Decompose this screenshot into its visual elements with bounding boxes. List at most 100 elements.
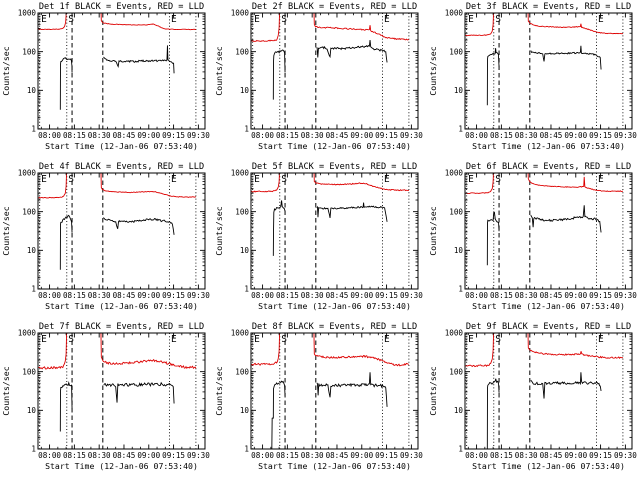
curves-group	[464, 333, 623, 449]
lld-curve	[37, 173, 196, 199]
y-tick-label: 1000	[18, 329, 37, 338]
y-axis-label: Counts/sec	[1, 366, 11, 415]
y-tick-label: 10	[454, 406, 464, 415]
x-tick-label: 09:30	[187, 131, 210, 140]
x-tick-label: 09:15	[589, 451, 612, 460]
x-tick-label: 08:00	[38, 451, 61, 460]
x-tick-label: 09:00	[137, 451, 160, 460]
curves-group	[464, 173, 623, 266]
x-tick-label: 09:30	[400, 291, 423, 300]
y-tick-label: 10	[240, 406, 250, 415]
lld-curve	[464, 333, 623, 368]
y-tick-label: 1	[458, 125, 463, 134]
events-curve	[273, 200, 286, 256]
plot-frame	[464, 332, 633, 450]
x-tick-label: 08:15	[490, 291, 513, 300]
marker-label: E	[384, 334, 390, 345]
x-tick-label: 08:00	[251, 131, 274, 140]
x-tick-label: 08:15	[63, 131, 86, 140]
panel-det-6f: 08:00 08:15 08:30 08:45 09:00 09:15 09:30 1 10 10…	[427, 160, 640, 320]
chart-svg-det-4f: 08:00 08:15 08:30 08:45 09:00 09:15 09:30 1 10 10…	[1, 162, 210, 311]
marker-label: E	[384, 174, 390, 185]
y-tick-label: 1	[31, 285, 36, 294]
curves-group	[251, 13, 410, 100]
lld-curve	[251, 13, 410, 43]
x-axis-label: Start Time (12-Jan-06 07:53:40)	[258, 301, 411, 311]
x-tick-label: 08:15	[490, 131, 513, 140]
curves-group	[37, 13, 197, 110]
x-tick-label: 08:00	[38, 291, 61, 300]
events-curve	[103, 45, 175, 74]
y-tick-label: 10	[27, 246, 37, 255]
x-tick-label: 09:15	[375, 131, 398, 140]
panel-title: Det 7f BLACK = Events, RED = LLD	[39, 322, 204, 332]
x-tick-label: 09:30	[400, 451, 423, 460]
x-tick-label: 09:15	[162, 131, 185, 140]
panel-det-9f: 08:00 08:15 08:30 08:45 09:00 09:15 09:30 1 10 10…	[427, 320, 640, 480]
x-tick-label: 08:45	[326, 291, 349, 300]
x-tick-label: 08:30	[88, 451, 111, 460]
y-tick-label: 100	[236, 367, 250, 376]
y-axis-label: Counts/sec	[1, 206, 11, 255]
events-curve	[530, 205, 602, 233]
marker-label: S	[282, 334, 288, 345]
marker-label: E	[171, 14, 177, 25]
x-tick-label: 08:30	[88, 131, 111, 140]
x-axis-label: Start Time (12-Jan-06 07:53:40)	[45, 461, 198, 471]
x-tick-label: 09:00	[564, 131, 587, 140]
y-tick-label: 100	[236, 47, 250, 56]
events-curve	[103, 217, 175, 235]
panel-title: Det 1f BLACK = Events, RED = LLD	[39, 2, 204, 12]
x-tick-label: 08:45	[539, 131, 562, 140]
x-tick-label: 08:15	[63, 291, 86, 300]
y-tick-label: 100	[449, 367, 463, 376]
y-tick-label: 100	[22, 47, 36, 56]
chart-svg-det-8f: 08:00 08:15 08:30 08:45 09:00 09:15 09:30 1 10 10…	[214, 322, 423, 471]
x-tick-label: 09:15	[375, 451, 398, 460]
x-tick-label: 08:15	[276, 291, 299, 300]
curves-group	[37, 333, 197, 432]
lld-curve	[464, 13, 623, 37]
lld-curve	[37, 333, 197, 370]
chart-svg-det-7f: 08:00 08:15 08:30 08:45 09:00 09:15 09:30 1 10 10…	[1, 322, 210, 471]
x-tick-label: 08:00	[465, 131, 488, 140]
y-tick-label: 10	[27, 86, 37, 95]
plot-frame	[37, 12, 206, 130]
x-tick-label: 08:30	[514, 451, 537, 460]
panel-det-4f: 08:00 08:15 08:30 08:45 09:00 09:15 09:30 1 10 10…	[0, 160, 213, 320]
events-curve	[486, 48, 500, 106]
lld-curve	[251, 173, 410, 193]
events-curve	[59, 214, 73, 270]
y-tick-label: 10	[240, 246, 250, 255]
panel-title: Det 3f BLACK = Events, RED = LLD	[466, 2, 631, 12]
x-tick-label: 09:00	[351, 291, 374, 300]
panel-title: Det 8f BLACK = Events, RED = LLD	[252, 322, 417, 332]
y-axis-label: Counts/sec	[428, 366, 438, 415]
lld-curve	[37, 13, 197, 31]
x-tick-label: 09:30	[400, 131, 423, 140]
marker-label: S	[68, 174, 74, 185]
x-tick-label: 09:15	[375, 291, 398, 300]
x-tick-label: 08:45	[539, 291, 562, 300]
x-tick-label: 09:00	[137, 291, 160, 300]
x-tick-label: 08:30	[301, 451, 324, 460]
x-tick-label: 09:15	[589, 131, 612, 140]
panel-det-7f: 08:00 08:15 08:30 08:45 09:00 09:15 09:30 1 10 10…	[0, 320, 213, 480]
marker-label: S	[68, 334, 74, 345]
x-tick-label: 08:15	[276, 451, 299, 460]
x-tick-label: 09:00	[351, 451, 374, 460]
y-tick-label: 100	[22, 207, 36, 216]
y-tick-label: 1000	[444, 169, 463, 178]
panel-det-2f: 08:00 08:15 08:30 08:45 09:00 09:15 09:30 1 10 10…	[213, 0, 426, 160]
chart-svg-det-1f: 08:00 08:15 08:30 08:45 09:00 09:15 09:30 1 10 10…	[1, 2, 210, 151]
y-tick-label: 1	[245, 445, 250, 454]
y-axis-label: Counts/sec	[214, 46, 224, 95]
y-axis-label: Counts/sec	[214, 206, 224, 255]
x-tick-label: 09:00	[564, 451, 587, 460]
x-tick-label: 09:00	[137, 131, 160, 140]
y-tick-label: 1	[245, 125, 250, 134]
y-tick-label: 1000	[444, 9, 463, 18]
x-tick-label: 08:30	[301, 131, 324, 140]
